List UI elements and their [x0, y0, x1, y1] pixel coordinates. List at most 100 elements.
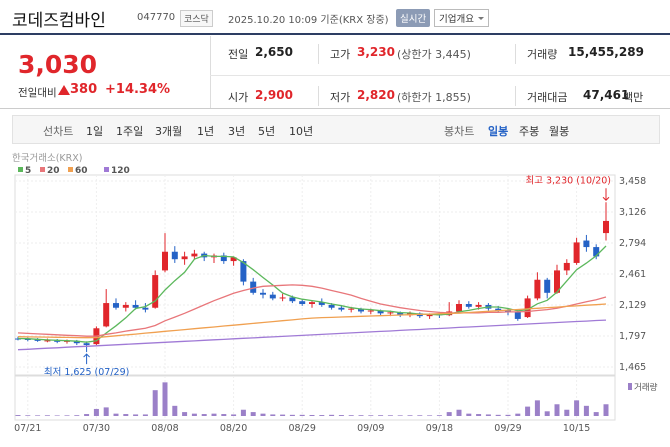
- x-tick-label: 07/30: [83, 423, 110, 434]
- volume-bar: [182, 412, 188, 416]
- volume-bar: [113, 413, 119, 416]
- source: 한국거래소(KRX): [12, 153, 82, 164]
- volume-bar: [133, 414, 139, 416]
- candle-body: [279, 297, 286, 299]
- volume-bar: [260, 413, 266, 416]
- legend-swatch: [104, 167, 109, 172]
- ma-line: [17, 245, 607, 343]
- volume-bar: [583, 405, 589, 416]
- stat-label: 거래량: [527, 48, 558, 61]
- candle-body: [524, 298, 531, 318]
- legend-label: 120: [111, 166, 130, 176]
- volume-bar: [201, 414, 207, 416]
- stat-label: 고가: [330, 48, 351, 61]
- candle-body: [544, 279, 551, 293]
- candle-body: [132, 304, 139, 308]
- divider: [210, 75, 670, 76]
- volume-bar: [436, 415, 442, 416]
- volume-bar: [231, 414, 237, 416]
- volume-bar: [387, 415, 393, 416]
- up-arrow: [58, 85, 70, 95]
- candle-tab[interactable]: 월봉: [549, 125, 570, 138]
- candle-tab[interactable]: 주봉: [519, 125, 540, 138]
- current-price: 3,030: [18, 50, 98, 79]
- x-tick-label: 10/15: [563, 423, 590, 434]
- volume-bar: [476, 414, 482, 416]
- y-tick-label: 3,458: [619, 176, 646, 187]
- volume-bar: [456, 409, 462, 416]
- divider: [210, 36, 211, 108]
- candle-body: [191, 253, 198, 257]
- volume-bar: [64, 415, 70, 416]
- volume-bar: [603, 404, 609, 416]
- volume-bar: [270, 414, 276, 416]
- candle-body: [269, 294, 276, 299]
- stat-value: 2,820: [357, 88, 395, 102]
- chart-type-label[interactable]: 선차트: [43, 125, 74, 138]
- volume-bar: [407, 415, 413, 416]
- volume-bar: [564, 409, 570, 416]
- period-tab[interactable]: 5년: [258, 125, 276, 138]
- volume-bar: [93, 408, 99, 416]
- x-tick-label: 08/08: [151, 423, 178, 434]
- stat-label: 거래대금: [527, 91, 568, 104]
- divider: [515, 44, 516, 64]
- candle-body: [465, 304, 472, 307]
- period-tab[interactable]: 3년: [228, 125, 246, 138]
- stat-unit: 백만: [623, 91, 644, 104]
- y-tick-label: 3,126: [619, 207, 646, 218]
- stat-value: 15,455,289: [568, 45, 644, 59]
- realtime-button[interactable]: 실시간: [396, 9, 431, 27]
- candle-body: [583, 240, 590, 248]
- y-tick-label: 1,465: [619, 362, 646, 373]
- candle-body: [103, 303, 110, 327]
- volume-bar: [289, 414, 295, 416]
- candle-body: [475, 304, 482, 307]
- volume-bar: [446, 412, 452, 416]
- volume-bar: [515, 413, 521, 416]
- volume-bar: [358, 415, 364, 416]
- stat-label: 저가: [330, 91, 351, 104]
- x-tick-label: 09/09: [357, 423, 384, 434]
- low-arrow: [83, 353, 90, 365]
- candle-body: [593, 247, 600, 257]
- volume-bar: [299, 414, 305, 416]
- change-percent: +14.34%: [105, 82, 171, 97]
- volume-bar: [309, 414, 315, 416]
- x-tick-label: 08/20: [220, 423, 247, 434]
- volume-bar: [319, 415, 325, 416]
- legend-label: 5: [25, 166, 31, 176]
- volume-bar: [84, 414, 90, 416]
- legend-swatch: [40, 167, 45, 172]
- volume-bar: [495, 414, 501, 416]
- plot-frame: [14, 174, 616, 376]
- divider: [515, 86, 516, 106]
- period-tab[interactable]: 1일: [86, 125, 104, 138]
- candle-body: [64, 340, 70, 342]
- volume-bar: [152, 390, 158, 416]
- volume-bar: [142, 414, 148, 416]
- candle-body: [44, 340, 51, 342]
- candle-body: [171, 251, 178, 260]
- volume-bar: [240, 409, 246, 416]
- stat-note: (하한가 1,855): [397, 91, 471, 104]
- candle-tab[interactable]: 일봉: [488, 125, 509, 138]
- header-rule: [0, 33, 670, 35]
- period-tab[interactable]: 3개월: [155, 125, 183, 138]
- volume-bar: [250, 412, 256, 416]
- candle-body: [495, 308, 502, 311]
- volume-bar: [574, 400, 580, 416]
- period-tab[interactable]: 1년: [197, 125, 215, 138]
- chart-type-label[interactable]: 봉차트: [444, 125, 475, 138]
- volume-bar: [44, 415, 50, 416]
- period-tab[interactable]: 10년: [289, 125, 314, 138]
- volume-bar: [554, 404, 560, 416]
- volume-bar: [593, 412, 599, 416]
- period-tab[interactable]: 1주일: [116, 125, 144, 138]
- candle-body: [318, 302, 325, 305]
- volume-bar: [191, 413, 197, 416]
- timestamp: 2025.10.20 10:09 기준(KRX 장중): [228, 15, 389, 26]
- company-info-dropdown[interactable]: 기업개요: [434, 9, 489, 27]
- volume-bar: [466, 413, 472, 416]
